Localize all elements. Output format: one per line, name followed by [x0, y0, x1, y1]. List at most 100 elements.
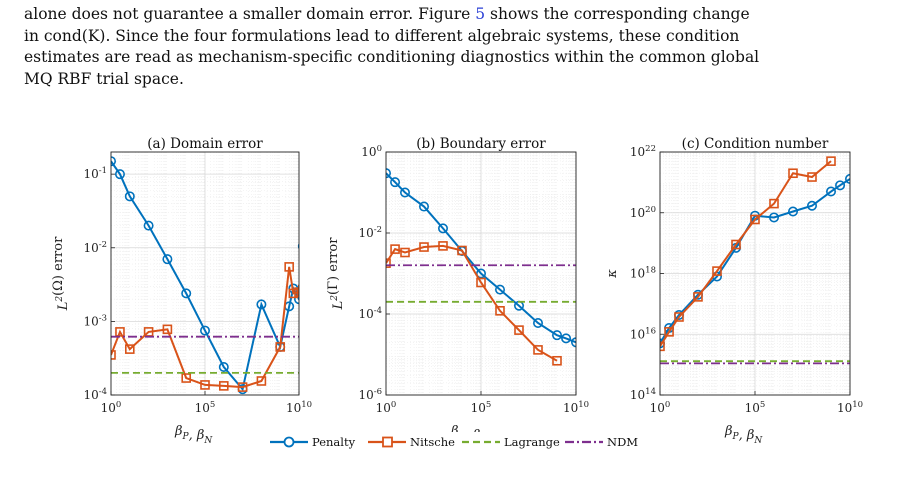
legend-label-nitsche: Nitsche [410, 435, 455, 449]
marker-nitsche [298, 284, 299, 295]
series-group [111, 156, 346, 395]
marker-penalty [399, 187, 410, 198]
marker-penalty [437, 223, 448, 234]
para-line2: in cond(K). Since the four formulations … [24, 26, 740, 45]
para-line3: estimates are read as mechanism-specific… [24, 48, 760, 66]
marker-nitsche [660, 341, 665, 352]
chart-panel-3: 100 105 1010 1014 1016 1018 1020 1022 (c) Condit… [605, 136, 863, 446]
marker-penalty [297, 243, 299, 250]
marker-penalty [825, 186, 836, 197]
axes-box [110, 151, 300, 396]
x-tick-label: 105 [745, 400, 766, 415]
marker-penalty [386, 168, 391, 179]
marker-penalty [124, 191, 135, 202]
marker-nitsche [533, 345, 543, 355]
x-axis-label: βP, βN [174, 424, 213, 446]
x-tick-label: 100 [650, 400, 671, 415]
marker-nitsche [807, 172, 817, 182]
marker-nitsche [275, 342, 286, 352]
legend-marker-penalty [283, 436, 295, 448]
marker-nitsche [826, 156, 836, 166]
marker-penalty [390, 177, 401, 188]
marker-nitsche [181, 373, 191, 383]
marker-penalty [200, 325, 211, 336]
marker-nitsche [294, 287, 299, 297]
legend: Penalty Nitsche Lagrange NDM [258, 432, 662, 452]
marker-nitsche [256, 376, 267, 386]
marker-penalty [338, 227, 346, 235]
y-tick-label: 10-6 [358, 387, 382, 402]
y-tick-label: 10-1 [83, 166, 107, 181]
marker-penalty [561, 333, 572, 344]
marker-nitsche [693, 292, 703, 302]
para-line1-start: alone does not guarantee a smaller domai… [24, 5, 476, 23]
x-tick-label: 100 [376, 400, 397, 415]
marker-nitsche [314, 220, 322, 228]
figure-link[interactable]: 5 [475, 5, 486, 23]
y-tick-label: 100 [361, 144, 382, 159]
series-line-penalty [111, 160, 299, 392]
para-line1-end: shows the corresponding change [485, 5, 750, 23]
y-axis-label: κ [605, 269, 620, 279]
legend-box [258, 432, 662, 452]
x-tick-label: 1010 [286, 400, 312, 415]
marker-nitsche [712, 266, 722, 276]
x-tick-label: 105 [195, 400, 216, 415]
marker-penalty [304, 244, 312, 252]
axes-box [385, 151, 577, 396]
y-tick-label: 10-4 [83, 387, 107, 402]
marker-nitsche [390, 244, 400, 254]
y-tick-label: 10-3 [83, 313, 107, 328]
marker-nitsche [788, 168, 798, 179]
marker-nitsche [125, 344, 135, 354]
marker-penalty [332, 227, 340, 235]
y-tick-label: 10-2 [83, 240, 107, 255]
marker-nitsche [514, 325, 524, 335]
y-tick-label: 10-2 [358, 225, 382, 240]
marker-nitsche [476, 277, 486, 288]
y-tick-label: 1020 [630, 205, 656, 220]
marker-nitsche [438, 241, 448, 251]
panel-title: (b) Boundary error [416, 136, 546, 152]
marker-nitsche [111, 350, 116, 360]
y-tick-label: 1018 [630, 266, 656, 281]
x-axis-label: βP, βN [724, 424, 763, 446]
marker-nitsche [162, 324, 173, 335]
marker-penalty [162, 254, 173, 265]
y-tick-label: 10-4 [358, 306, 382, 321]
marker-nitsche [237, 382, 248, 392]
chart-panel-2: 100 105 1010 10-6 10-4 10-2 100 (b) Boundary er… [326, 136, 589, 446]
marker-nitsche [386, 258, 391, 268]
marker-nitsche [419, 242, 429, 252]
marker-nitsche [495, 305, 505, 316]
marker-penalty [494, 284, 505, 295]
para-line4: MQ RBF trial space. [24, 69, 184, 88]
marker-penalty [551, 330, 562, 341]
body-paragraph: alone does not guarantee a smaller domai… [24, 4, 894, 90]
x-tick-label: 1010 [563, 400, 589, 415]
marker-penalty [787, 206, 798, 217]
marker-nitsche [200, 380, 210, 390]
marker-penalty [218, 362, 229, 373]
marker-nitsche [284, 262, 294, 272]
marker-penalty [418, 201, 429, 212]
y-tick-label: 1022 [630, 144, 656, 159]
marker-nitsche [664, 327, 674, 337]
y-tick-label: 1014 [630, 387, 656, 402]
marker-nitsche [304, 270, 312, 278]
series-group [660, 156, 850, 365]
marker-penalty [181, 288, 192, 299]
marker-penalty [314, 225, 322, 233]
marker-penalty [532, 317, 543, 328]
marker-penalty [114, 169, 125, 180]
panel-title: (a) Domain error [147, 136, 263, 152]
legend-label-penalty: Penalty [312, 435, 356, 449]
marker-nitsche [731, 239, 741, 250]
legend-label-lagrange: Lagrange [504, 435, 560, 449]
marker-penalty [143, 220, 154, 231]
x-tick-label: 1010 [837, 400, 863, 415]
marker-nitsche [400, 247, 410, 258]
y-axis-label: L2(Ω) error [51, 236, 71, 311]
marker-nitsche [769, 198, 779, 209]
